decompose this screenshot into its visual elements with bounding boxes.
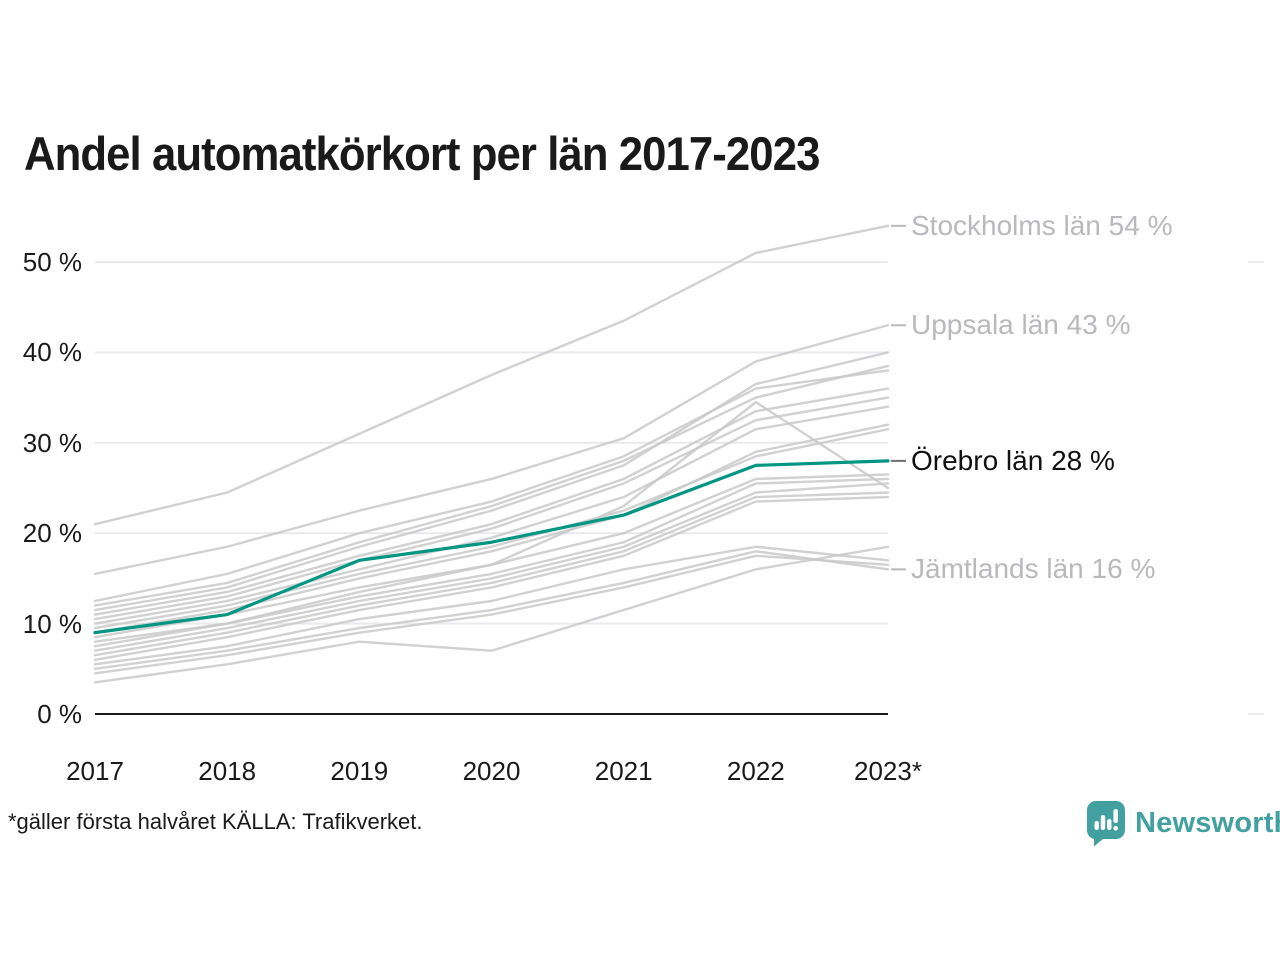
x-tick-label-2021: 2021 [594, 756, 653, 786]
series-line-county-20 [93, 554, 890, 675]
end-label-Jämtlands län 16 %: Jämtlands län 16 % [911, 553, 1156, 585]
x-tick-label-2019: 2019 [330, 756, 389, 786]
newsworthy-logo: Newsworthy [1086, 800, 1280, 847]
y-tick-label-40%: 40 % [22, 337, 82, 368]
newsworthy-bubble-chart-icon [1086, 801, 1125, 847]
series-line-county-11 [93, 400, 890, 643]
end-label-Örebro län 28 %: Örebro län 28 % [911, 444, 1115, 476]
series-line-county-17 [93, 495, 890, 661]
y-tick-label-10%: 10 % [22, 608, 82, 639]
series-line-county-21 [93, 545, 890, 684]
series-line-Uppsala län [93, 324, 890, 576]
newsworthy-logo-text: Newsworthy [1135, 807, 1280, 839]
x-tick-label-2017: 2017 [66, 756, 124, 786]
end-label-Uppsala län 43 %: Uppsala län 43 % [911, 309, 1131, 341]
series-line-county-08 [93, 405, 890, 625]
end-label-Stockholms län 54 %: Stockholms län 54 % [911, 209, 1173, 241]
series-line-county-07 [93, 396, 890, 621]
series-line-county-04 [93, 364, 890, 607]
x-tick-label-2023*: 2023* [854, 756, 922, 786]
y-tick-label-0%: 0 % [37, 699, 82, 729]
series-line-county-18 [93, 545, 890, 666]
series-line-county-03 [93, 351, 890, 612]
series-line-Jämtlands län [93, 550, 890, 670]
x-tick-label-2018: 2018 [198, 756, 257, 786]
series-line-county-10 [93, 423, 890, 634]
series-line-county-06 [93, 387, 890, 616]
y-tick-label-50%: 50 % [22, 247, 82, 277]
chart-title: Andel automatkörkort per län 2017-2023 [24, 127, 820, 180]
series-line-county-16 [93, 491, 890, 657]
y-tick-label-30%: 30 % [22, 427, 82, 458]
series-line-Stockholms län [93, 224, 890, 526]
y-tick-label-20%: 20 % [22, 518, 82, 549]
footnote-source: *gäller första halvåret KÄLLA: Trafikver… [8, 809, 423, 834]
series-line-county-05 [93, 369, 890, 603]
x-tick-label-2022: 2022 [726, 756, 785, 786]
series-line-county-15 [93, 482, 890, 652]
series-line-county-09 [93, 428, 890, 630]
x-tick-label-2020: 2020 [462, 756, 521, 786]
series-line-Örebro län [93, 459, 890, 635]
series-line-county-14 [93, 477, 890, 648]
